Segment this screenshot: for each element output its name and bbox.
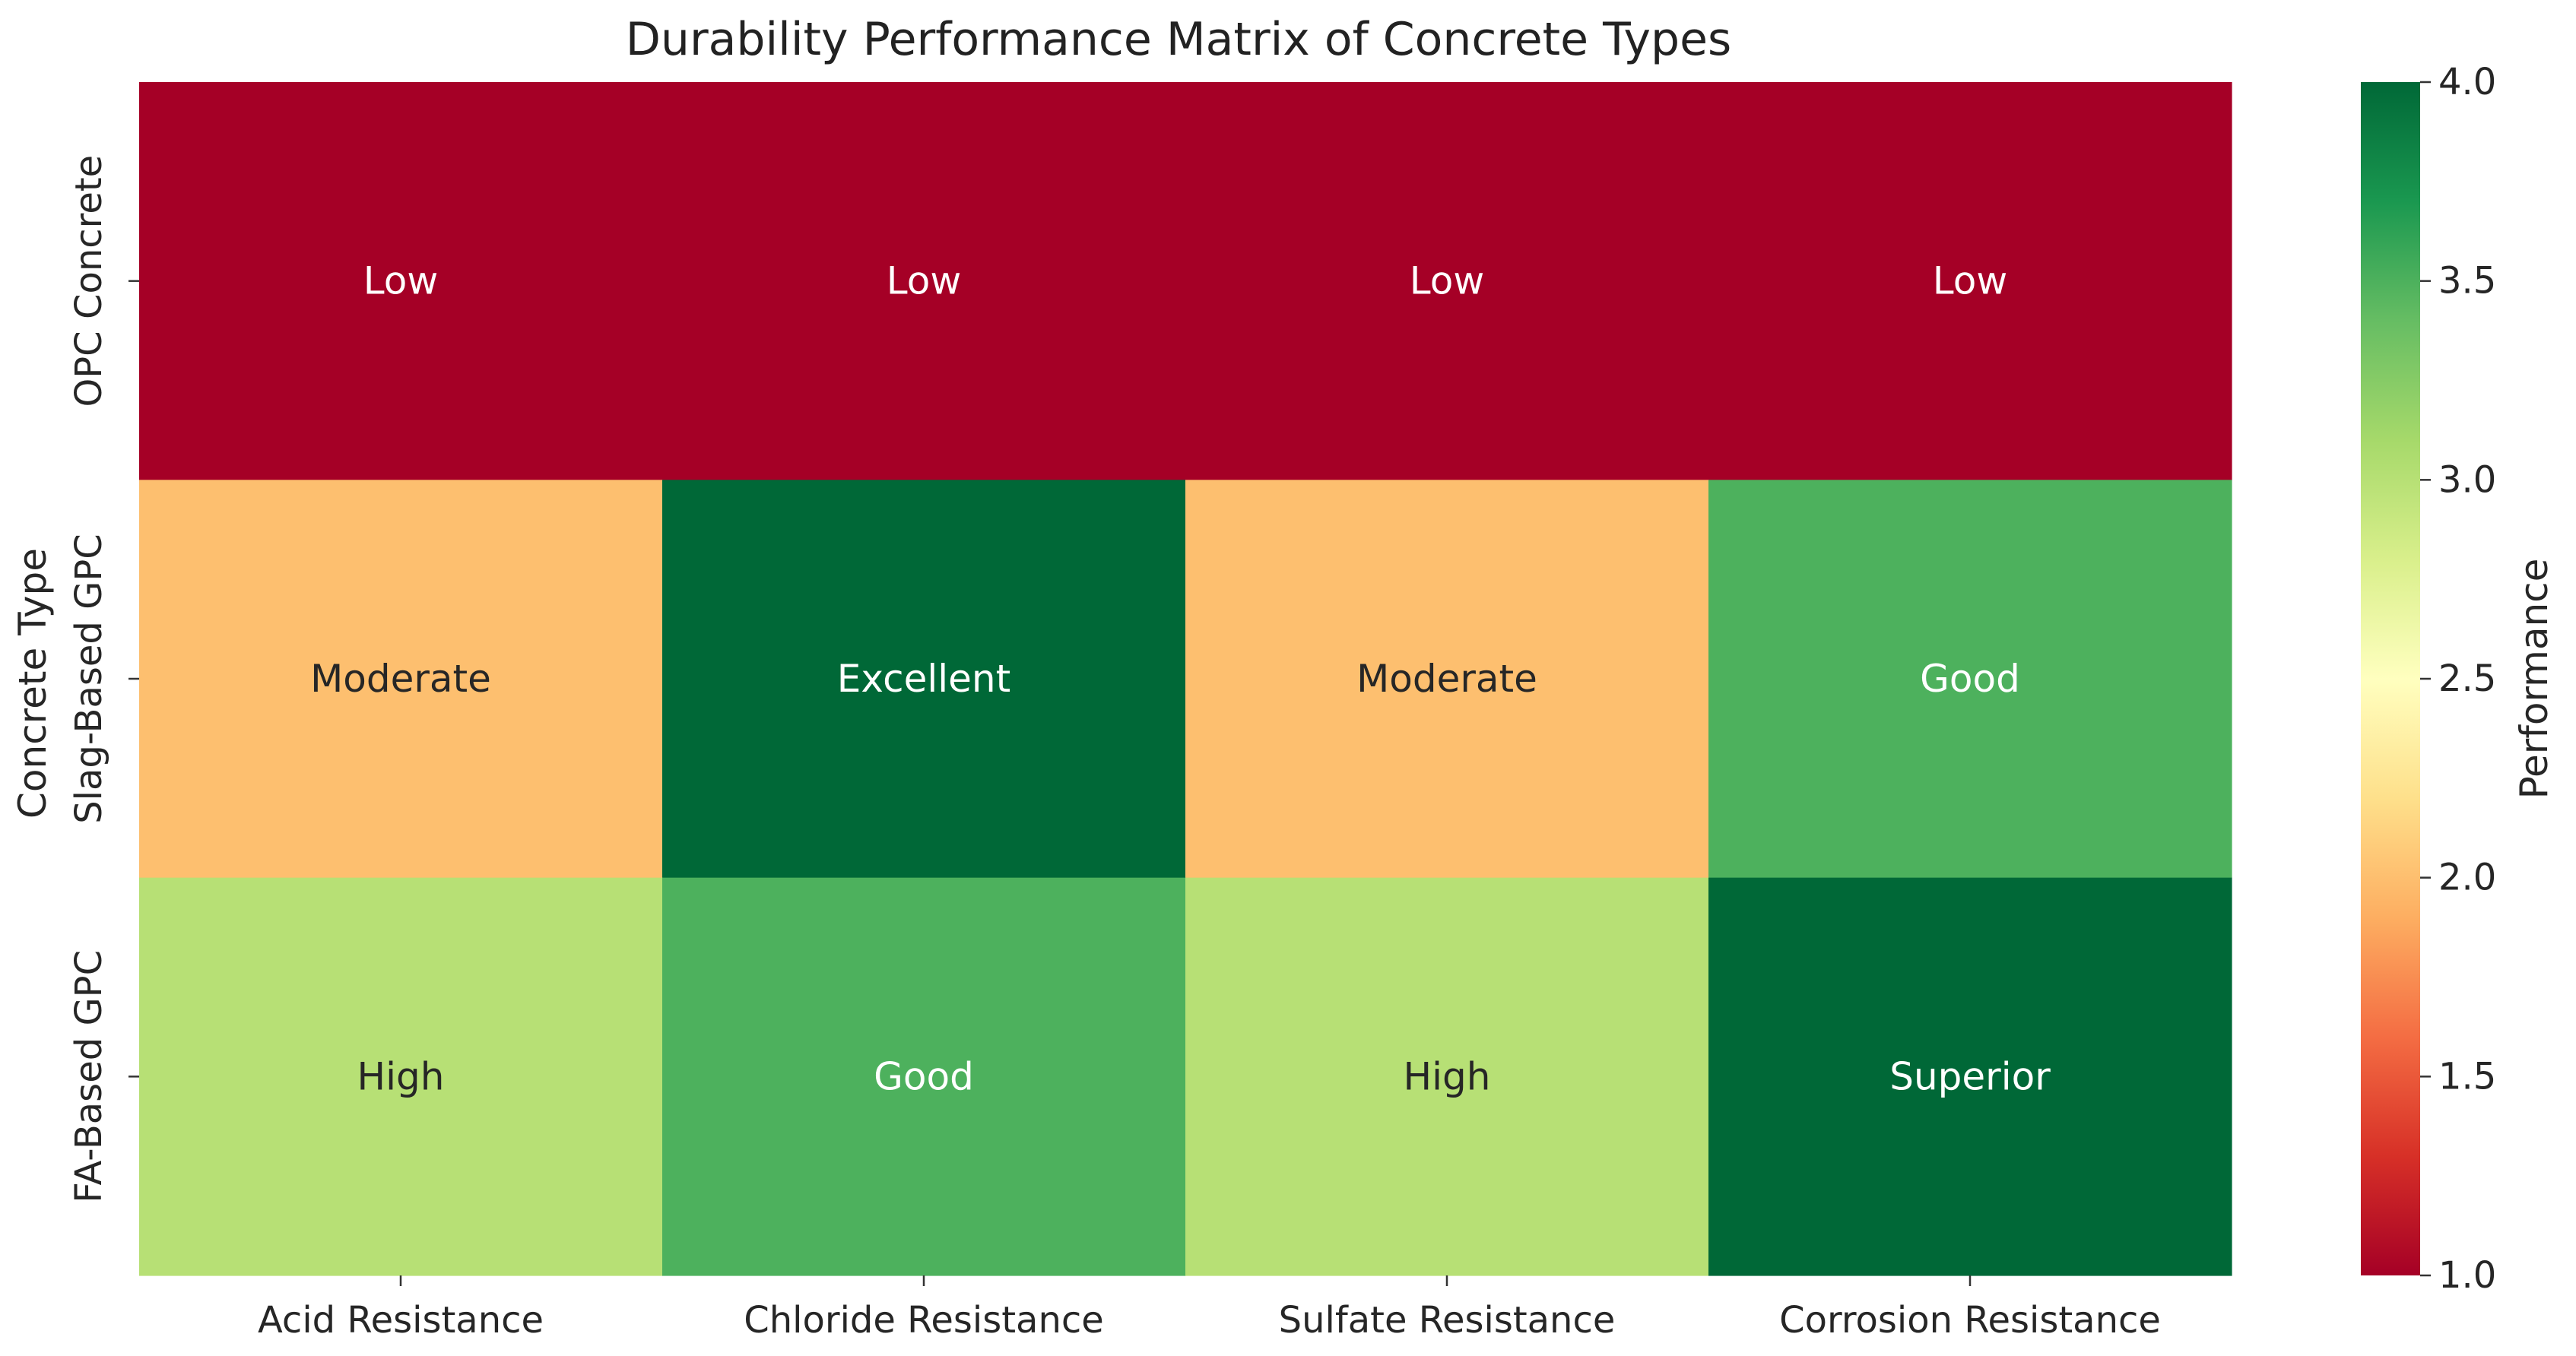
colorbar-tick-label: 1.0 — [2438, 1254, 2496, 1297]
cell-annotation: Good — [1920, 657, 2020, 701]
cell-annotation: Moderate — [1356, 657, 1537, 701]
heatmap-cell — [662, 877, 1186, 1276]
cell-annotation: High — [1404, 1054, 1491, 1098]
y-tick-label: OPC Concrete — [68, 155, 110, 407]
colorbar-label: Performance — [2512, 559, 2556, 800]
cell-annotation: Superior — [1889, 1054, 2051, 1098]
cell-annotation: Good — [874, 1054, 974, 1098]
x-tick-label: Acid Resistance — [258, 1299, 544, 1342]
y-tick-label: FA-Based GPC — [68, 950, 110, 1203]
colorbar-tick-label: 3.5 — [2438, 260, 2496, 303]
cell-annotation: High — [357, 1054, 445, 1098]
colorbar-tick-label: 2.0 — [2438, 857, 2496, 899]
cell-annotation: Excellent — [837, 657, 1010, 701]
y-axis-label: Concrete Type — [11, 548, 55, 819]
x-axis-ticks: Acid Resistance Chloride Resistance Sulfat… — [258, 1275, 2161, 1342]
heatmap-cells — [139, 82, 2232, 1276]
cell-annotation: Low — [363, 259, 438, 303]
colorbar-ticks: 1.0 1.5 2.0 2.5 3.0 3.5 4.0 — [2420, 61, 2496, 1297]
heatmap-cell — [139, 480, 663, 879]
heatmap-annotations: Low Low Low Low Moderate Excellent Moderate Goo… — [310, 259, 2051, 1099]
x-tick-label: Sulfate Resistance — [1279, 1299, 1616, 1342]
colorbar-tick-label: 2.5 — [2438, 657, 2496, 700]
heatmap-cell — [1185, 877, 1709, 1276]
heatmap-cell — [1708, 480, 2232, 879]
heatmap-cell — [1708, 82, 2232, 480]
heatmap-cell — [1185, 82, 1709, 480]
chart-title: Durability Performance Matrix of Concret… — [626, 13, 1732, 66]
cell-annotation: Moderate — [310, 657, 491, 701]
y-axis-ticks: OPC Concrete Slag-Based GPC FA-Based GPC — [68, 155, 139, 1203]
y-tick-label: Slag-Based GPC — [68, 534, 110, 824]
colorbar-tick-label: 3.0 — [2438, 458, 2496, 501]
heatmap-cell — [1708, 877, 2232, 1276]
cell-annotation: Low — [1933, 259, 2007, 303]
heatmap-cell — [1185, 480, 1709, 879]
x-tick-label: Chloride Resistance — [744, 1299, 1104, 1342]
colorbar-tick-label: 4.0 — [2438, 61, 2496, 103]
heatmap-cell — [139, 82, 663, 480]
heatmap-cell — [139, 877, 663, 1276]
colorbar-tick-label: 1.5 — [2438, 1055, 2496, 1098]
x-tick-label: Corrosion Resistance — [1779, 1299, 2161, 1342]
colorbar — [2361, 82, 2420, 1275]
cell-annotation: Low — [1410, 259, 1484, 303]
heatmap-cell — [662, 82, 1186, 480]
heatmap-cell — [662, 480, 1186, 879]
cell-annotation: Low — [887, 259, 961, 303]
